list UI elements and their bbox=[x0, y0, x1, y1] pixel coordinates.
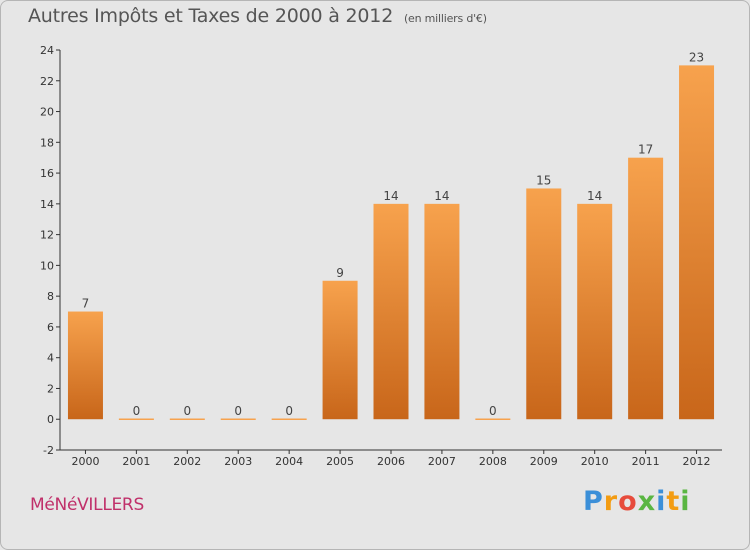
logo-letter: t bbox=[666, 486, 681, 517]
chart-title-block: Autres Impôts et Taxes de 2000 à 2012 (e… bbox=[28, 5, 487, 27]
city-name: MéNéVILLERS bbox=[30, 495, 144, 515]
bar bbox=[679, 65, 715, 420]
x-tick-label: 2006 bbox=[377, 455, 405, 468]
y-tick-label: 16 bbox=[40, 167, 54, 180]
data-label: 0 bbox=[183, 404, 191, 418]
bar bbox=[373, 203, 409, 420]
y-tick-label: 4 bbox=[47, 352, 54, 365]
y-tick-label: 18 bbox=[40, 136, 54, 149]
bar bbox=[577, 203, 613, 420]
y-tick-label: 20 bbox=[40, 106, 54, 119]
x-tick-label: 2002 bbox=[173, 455, 201, 468]
y-tick-label: 2 bbox=[47, 382, 54, 395]
x-tick-label: 2004 bbox=[275, 455, 303, 468]
bar bbox=[526, 188, 562, 420]
logo-letter: i bbox=[680, 486, 691, 517]
x-tick-label: 2005 bbox=[326, 455, 354, 468]
x-tick-label: 2009 bbox=[530, 455, 558, 468]
x-tick-label: 2007 bbox=[428, 455, 456, 468]
chart-unit: (en milliers d'€) bbox=[403, 12, 487, 25]
data-label: 14 bbox=[383, 189, 398, 203]
logo-letter: o bbox=[618, 486, 638, 517]
data-label: 0 bbox=[489, 404, 497, 418]
y-tick-label: 12 bbox=[40, 229, 54, 242]
bar bbox=[67, 311, 103, 420]
logo-letter: x bbox=[637, 486, 657, 517]
chart-title: Autres Impôts et Taxes de 2000 à 2012 bbox=[28, 5, 394, 27]
x-tick-label: 2000 bbox=[71, 455, 99, 468]
bar bbox=[628, 157, 664, 420]
x-tick-label: 2008 bbox=[479, 455, 507, 468]
y-tick-label: 24 bbox=[40, 44, 54, 57]
proxiti-logo[interactable]: Proxiti bbox=[583, 486, 691, 517]
logo-letter: i bbox=[656, 486, 667, 517]
y-tick-label: -2 bbox=[43, 444, 54, 457]
data-label: 23 bbox=[689, 50, 704, 64]
y-tick-label: 22 bbox=[40, 75, 54, 88]
data-label: 7 bbox=[82, 297, 90, 311]
data-label: 17 bbox=[638, 143, 653, 157]
bar bbox=[322, 280, 358, 420]
data-label: 0 bbox=[133, 404, 141, 418]
y-tick-label: 8 bbox=[47, 290, 54, 303]
x-tick-label: 2010 bbox=[581, 455, 609, 468]
logo-letter: r bbox=[603, 486, 619, 517]
data-label: 14 bbox=[587, 189, 602, 203]
y-tick-label: 0 bbox=[47, 413, 54, 426]
y-tick-label: 10 bbox=[40, 259, 54, 272]
data-label: 0 bbox=[285, 404, 293, 418]
y-tick-label: 14 bbox=[40, 198, 54, 211]
x-tick-label: 2012 bbox=[683, 455, 711, 468]
bar bbox=[424, 203, 460, 420]
x-tick-label: 2011 bbox=[632, 455, 660, 468]
data-label: 15 bbox=[536, 173, 551, 187]
data-label: 0 bbox=[234, 404, 242, 418]
y-tick-label: 6 bbox=[47, 321, 54, 334]
data-label: 9 bbox=[336, 266, 344, 280]
logo-letter: P bbox=[583, 486, 604, 517]
data-label: 14 bbox=[434, 189, 449, 203]
x-tick-label: 2001 bbox=[122, 455, 150, 468]
x-tick-label: 2003 bbox=[224, 455, 252, 468]
